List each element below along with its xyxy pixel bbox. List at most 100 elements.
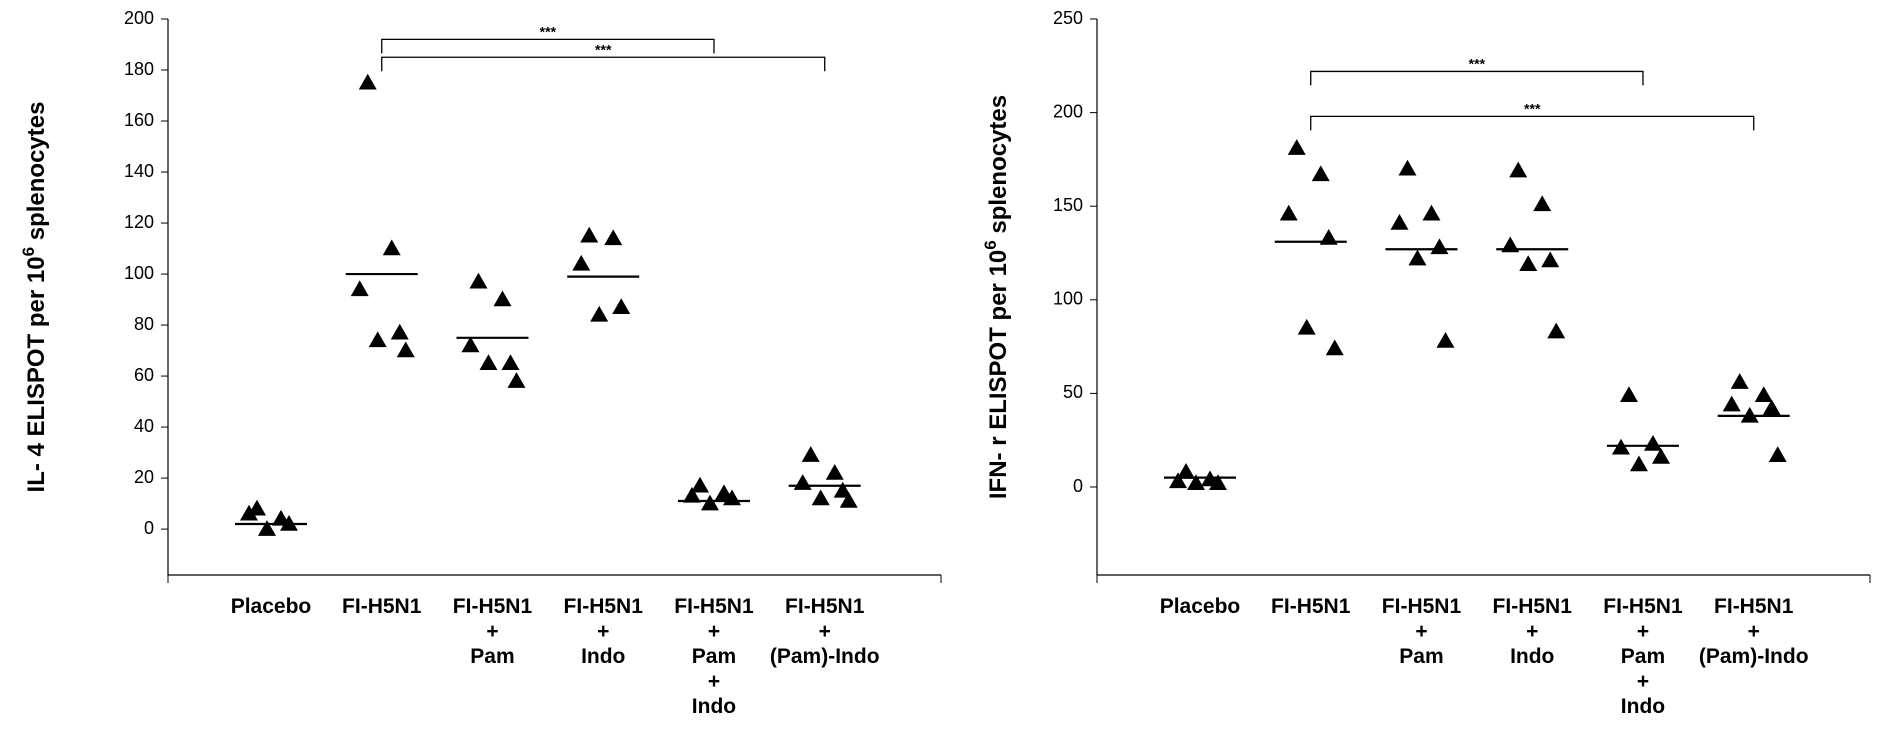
data-point	[1519, 255, 1538, 271]
data-point	[801, 446, 820, 462]
data-point	[580, 226, 599, 243]
data-point	[479, 354, 498, 371]
x-tick-label: (Pam)-Indo	[770, 645, 880, 668]
data-point	[1208, 474, 1227, 491]
data-point	[469, 272, 488, 289]
data-point	[507, 372, 526, 388]
significance-bracket	[1310, 115, 1755, 131]
data-point	[239, 504, 258, 521]
y-axis-label: IL- 4 ELISPOT per 106 splenocytes	[19, 102, 50, 493]
x-tick-label: FI-H5N1	[453, 595, 533, 618]
significance-label: ***	[595, 41, 612, 57]
data-point	[501, 354, 520, 371]
data-point	[1629, 455, 1648, 472]
data-point	[793, 474, 812, 490]
x-tick-label: +	[819, 620, 831, 643]
y-label-text: splenocytes	[985, 95, 1012, 240]
y-tick-label: 100	[1053, 289, 1083, 309]
data-point	[1325, 339, 1344, 356]
x-tick-label: +	[708, 670, 720, 693]
data-point	[1509, 161, 1528, 178]
x-tick-label: FI-H5N1	[1271, 595, 1351, 618]
data-point	[690, 476, 709, 493]
data-point	[1651, 448, 1670, 464]
data-point	[1533, 195, 1552, 212]
data-point	[390, 323, 409, 340]
x-tick-label: FI-H5N1	[1382, 595, 1462, 618]
data-point	[279, 514, 298, 531]
x-tick-label: +	[708, 620, 720, 643]
x-tick-label: FI-H5N1	[1714, 595, 1794, 618]
y-tick-label: 200	[124, 8, 154, 28]
x-tick-label: FI-H5N1	[564, 595, 644, 618]
y-tick-label: 180	[124, 59, 154, 79]
significance-label: ***	[1524, 100, 1541, 116]
significance-bracket	[381, 56, 826, 72]
y-tick-label: 60	[134, 365, 154, 385]
data-point	[1643, 434, 1662, 451]
y-axis-label: IFN- r ELISPOT per 106 splenocytes	[981, 95, 1012, 499]
x-tick-label: +	[1637, 620, 1649, 643]
y-label-sup: 6	[981, 240, 1000, 249]
data-point	[1287, 139, 1306, 155]
y-tick-label: 100	[124, 263, 154, 283]
x-tick-label: FI-H5N1	[785, 595, 865, 618]
y-tick-label: 40	[134, 416, 154, 436]
x-tick-label: +	[1637, 670, 1649, 693]
data-point	[590, 305, 609, 322]
data-point	[1311, 165, 1330, 182]
data-point	[493, 290, 512, 307]
y-tick-label: 50	[1063, 382, 1083, 402]
data-point	[358, 73, 377, 90]
y-label-text: IL- 4 ELISPOT per 10	[23, 256, 50, 492]
x-tick-label: Placebo	[1160, 595, 1241, 618]
x-tick-label: +	[597, 620, 609, 643]
x-tick-label: FI-H5N1	[1493, 595, 1573, 618]
y-tick-label: 80	[134, 314, 154, 334]
x-tick-label: Indo	[1621, 695, 1665, 718]
data-point	[1730, 373, 1749, 389]
y-tick-label: 150	[1053, 195, 1083, 215]
data-point	[811, 489, 830, 506]
y-tick-label: 20	[134, 467, 154, 487]
x-tick-label: Indo	[581, 645, 625, 668]
x-tick-label: +	[486, 620, 498, 643]
x-tick-label: Placebo	[231, 595, 312, 618]
data-point	[1754, 386, 1773, 403]
x-tick-label: Pam	[1399, 645, 1443, 668]
data-point	[572, 254, 591, 271]
data-point	[1390, 214, 1409, 230]
significance-label: ***	[1469, 55, 1486, 71]
x-tick-label: FI-H5N1	[674, 595, 754, 618]
x-tick-label: FI-H5N1	[1603, 595, 1683, 618]
data-point	[1186, 474, 1205, 491]
data-point	[604, 229, 623, 246]
data-point	[396, 341, 415, 358]
data-point	[700, 494, 719, 511]
data-point	[257, 520, 276, 536]
y-tick-label: 200	[1053, 101, 1083, 121]
data-point	[382, 239, 401, 256]
data-point	[1422, 204, 1441, 221]
data-point	[1541, 251, 1560, 268]
data-point	[1768, 446, 1787, 462]
data-point	[1430, 238, 1449, 255]
y-tick-label: 0	[1073, 476, 1083, 496]
data-point	[1398, 159, 1417, 176]
data-point	[1168, 472, 1187, 489]
y-label-text: splenocytes	[23, 102, 50, 247]
y-tick-label: 140	[124, 161, 154, 181]
y-tick-label: 160	[124, 110, 154, 130]
x-tick-label: +	[1526, 620, 1538, 643]
x-tick-label: (Pam)-Indo	[1699, 645, 1809, 668]
data-point	[839, 492, 858, 508]
significance-bracket	[1310, 70, 1644, 86]
data-point	[368, 331, 387, 348]
data-point	[1722, 395, 1741, 412]
x-tick-label: +	[1748, 620, 1760, 643]
data-point	[1436, 331, 1455, 348]
x-tick-label: Indo	[1510, 645, 1554, 668]
significance-bracket	[381, 38, 715, 54]
data-point	[1279, 204, 1298, 221]
